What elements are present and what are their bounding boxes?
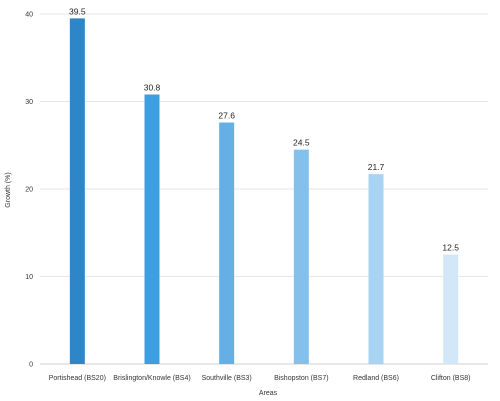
bar — [293, 149, 309, 364]
data-label: 21.7 — [368, 162, 385, 172]
bar — [69, 18, 85, 364]
bar — [368, 174, 384, 364]
x-tick-label: Brislington/Knowle (BS4) — [113, 375, 190, 382]
bar — [144, 94, 160, 364]
x-tick-label: Southville (BS3) — [202, 375, 252, 382]
x-axis-title: Areas — [259, 390, 278, 397]
y-tick-label: 40 — [25, 12, 33, 19]
y-tick-label: 10 — [25, 274, 33, 281]
y-axis-ticks: 0 10 20 30 40 — [25, 12, 33, 369]
data-label: 24.5 — [293, 138, 310, 148]
y-tick-label: 0 — [29, 362, 33, 369]
data-label: 12.5 — [442, 243, 459, 253]
x-tick-label: Bishopston (BS7) — [274, 375, 328, 382]
bar — [219, 122, 235, 364]
data-labels: 39.5 30.8 27.6 24.5 21.7 12.5 — [69, 6, 459, 252]
x-tick-label: Portishead (BS20) — [49, 375, 106, 382]
x-tick-label: Clifton (BS8) — [431, 375, 471, 382]
data-label: 39.5 — [69, 6, 86, 16]
gridlines — [40, 13, 488, 365]
x-tick-label: Redland (BS6) — [353, 375, 399, 382]
x-axis-categories: Portishead (BS20) Brislington/Knowle (BS4… — [49, 375, 471, 382]
y-tick-label: 30 — [25, 99, 33, 106]
data-label: 27.6 — [218, 111, 235, 121]
bars — [69, 18, 459, 364]
y-tick-label: 20 — [25, 187, 33, 194]
y-axis-title: Growth (%) — [5, 172, 12, 207]
data-label: 30.8 — [144, 83, 161, 93]
bar — [443, 254, 459, 364]
